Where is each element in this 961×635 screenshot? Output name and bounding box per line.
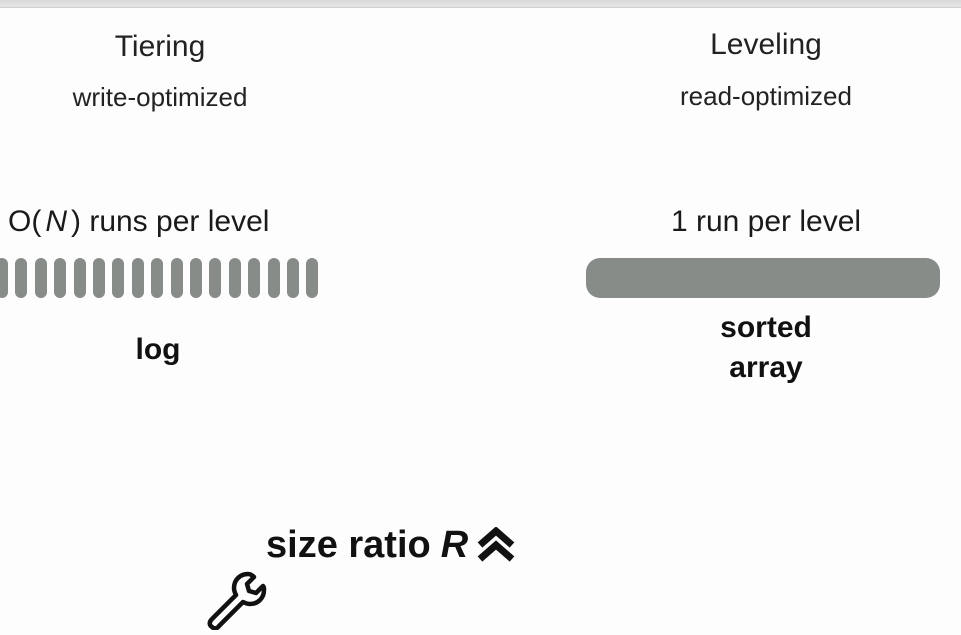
leveling-structure-line-1: sorted xyxy=(720,311,812,344)
tiering-run xyxy=(170,258,183,298)
tiering-run xyxy=(151,258,164,298)
tiering-structure-label: log xyxy=(135,333,181,366)
leveling-structure-label: sorted array xyxy=(586,308,946,388)
tiering-run xyxy=(73,258,86,298)
window-top-bar xyxy=(0,0,961,8)
runs-prefix: O( xyxy=(8,205,42,238)
tiering-run xyxy=(267,258,280,298)
leveling-run xyxy=(586,258,940,298)
leveling-runs-label: 1 run per level xyxy=(670,205,862,238)
size-ratio-label: size ratio R xyxy=(266,518,516,572)
leveling-subtitle: read-optimized xyxy=(680,81,852,111)
size-ratio-text: size ratio xyxy=(266,523,431,566)
tiering-run xyxy=(287,258,299,298)
tiering-runs xyxy=(0,258,320,298)
runs-variable: N xyxy=(45,205,67,238)
tiering-run xyxy=(0,258,8,298)
leveling-title: Leveling xyxy=(710,28,822,61)
tiering-subtitle: write-optimized xyxy=(72,82,248,112)
tiering-run xyxy=(248,258,261,298)
tiering-runs-label: O(N) runs per level xyxy=(8,205,269,239)
tiering-run xyxy=(112,258,125,298)
tiering-run xyxy=(131,258,144,298)
leveling-structure-line-2: array xyxy=(729,351,803,384)
tiering-run xyxy=(15,258,28,298)
tiering-run xyxy=(209,258,222,298)
tiering-title: Tiering xyxy=(114,30,206,63)
tiering-run xyxy=(306,258,319,298)
wrench-icon[interactable] xyxy=(204,568,268,630)
tiering-run xyxy=(190,258,202,298)
double-chevron-up-icon xyxy=(477,527,515,562)
tiering-run xyxy=(228,258,241,298)
runs-suffix: ) runs per level xyxy=(71,205,270,238)
tiering-run xyxy=(54,258,67,298)
tiering-run xyxy=(34,258,47,298)
size-ratio-variable: R xyxy=(440,523,469,566)
tiering-run xyxy=(93,258,105,298)
